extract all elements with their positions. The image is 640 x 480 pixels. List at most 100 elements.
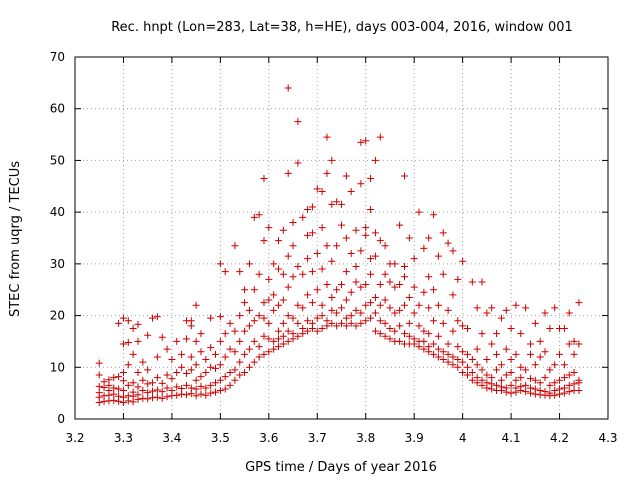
data-point <box>304 327 312 335</box>
data-point <box>139 394 147 402</box>
data-point <box>338 319 345 327</box>
x-tick-label: 3.4 <box>162 431 181 445</box>
data-point <box>444 350 452 358</box>
data-point <box>192 361 200 369</box>
data-point <box>502 306 510 314</box>
data-point <box>328 319 336 327</box>
data-point <box>308 268 316 276</box>
data-point <box>502 371 510 379</box>
data-point <box>463 325 471 332</box>
data-point <box>275 237 283 245</box>
data-point <box>342 234 350 242</box>
data-point <box>158 333 166 341</box>
data-point <box>119 340 127 348</box>
data-point <box>318 187 326 195</box>
data-point <box>197 390 205 398</box>
data-point <box>255 270 263 278</box>
data-point <box>250 337 258 345</box>
data-point <box>347 319 355 327</box>
data-point <box>207 381 215 389</box>
data-point <box>308 229 316 237</box>
data-point <box>250 317 258 325</box>
data-point <box>318 312 326 320</box>
data-point <box>95 382 103 390</box>
data-point <box>207 314 215 322</box>
data-point <box>304 291 312 299</box>
data-point <box>236 358 244 366</box>
x-tick-label: 3.5 <box>211 431 230 445</box>
data-point <box>400 330 408 338</box>
data-point <box>270 260 278 268</box>
data-point <box>444 358 452 366</box>
data-point <box>410 309 418 317</box>
grid-lines <box>75 57 608 419</box>
data-point <box>265 275 273 283</box>
data-point <box>124 381 132 389</box>
data-point <box>284 327 292 335</box>
data-point <box>250 286 258 294</box>
data-point <box>367 175 375 183</box>
data-point <box>556 376 564 384</box>
data-point <box>367 270 375 278</box>
data-point <box>575 376 583 384</box>
data-point <box>289 242 297 250</box>
data-point <box>546 381 554 389</box>
data-point <box>493 366 501 374</box>
data-point <box>124 392 132 400</box>
data-point <box>173 368 181 376</box>
data-point <box>507 368 515 376</box>
data-point <box>541 348 549 356</box>
y-tick-label: 30 <box>50 257 65 271</box>
data-point <box>333 286 341 294</box>
data-point <box>502 345 510 353</box>
data-point <box>182 381 190 389</box>
data-point <box>294 118 302 126</box>
data-point <box>187 353 195 361</box>
data-point <box>570 337 578 345</box>
data-point <box>386 335 394 343</box>
data-point <box>410 335 418 343</box>
data-point <box>119 393 127 401</box>
data-point <box>371 309 379 317</box>
data-point <box>517 374 525 382</box>
data-point <box>362 281 370 289</box>
data-point <box>129 350 137 358</box>
data-point <box>289 330 297 338</box>
data-point <box>522 388 530 396</box>
data-point <box>556 385 564 393</box>
data-point <box>95 389 103 397</box>
data-point <box>202 368 210 376</box>
data-point <box>497 383 505 391</box>
data-point <box>318 224 326 232</box>
data-point <box>110 374 118 382</box>
data-point <box>522 366 530 374</box>
x-tick-label: 4.3 <box>598 431 617 445</box>
data-point <box>357 247 365 255</box>
data-point <box>245 260 253 268</box>
x-tick-label: 4.2 <box>550 431 569 445</box>
x-tick-label: 4 <box>459 431 467 445</box>
data-point <box>207 344 215 352</box>
data-point <box>478 278 486 286</box>
data-point <box>434 345 442 353</box>
data-point <box>192 385 200 393</box>
data-point <box>197 382 205 390</box>
data-point <box>565 388 573 396</box>
data-point <box>400 273 408 281</box>
data-point <box>134 320 142 328</box>
data-point <box>333 198 341 206</box>
data-point <box>265 348 273 356</box>
data-point <box>216 376 224 384</box>
data-point <box>405 332 413 340</box>
data-point <box>449 247 457 255</box>
data-point <box>420 337 428 345</box>
data-point <box>284 252 292 260</box>
data-point <box>119 377 127 385</box>
data-point <box>279 296 287 304</box>
data-point <box>386 304 394 312</box>
data-point <box>367 314 375 322</box>
data-point <box>192 376 200 384</box>
data-point <box>163 371 171 379</box>
data-point <box>371 156 379 164</box>
data-point <box>139 376 147 384</box>
